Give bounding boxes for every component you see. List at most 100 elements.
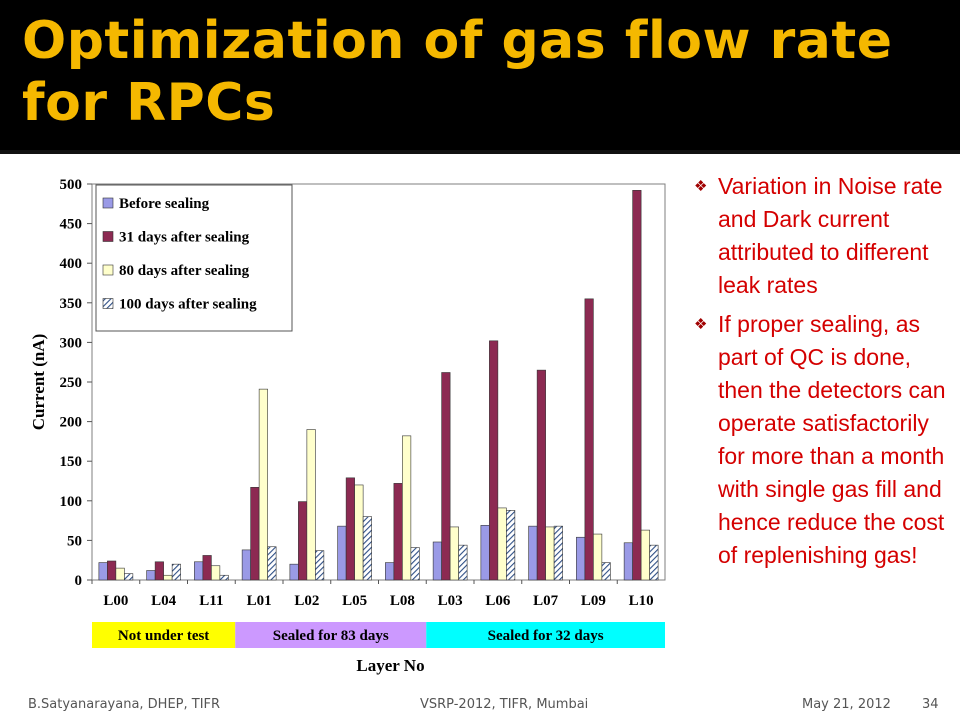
bar [267, 546, 277, 581]
bar [124, 573, 134, 581]
group-band-label: Not under test [118, 628, 209, 644]
slide-title: Optimization of gas flow rate for RPCs [22, 11, 893, 133]
bar [528, 525, 538, 581]
bullet-item: ❖ If proper sealing, as part of QC is don… [694, 308, 956, 572]
bar [107, 560, 117, 581]
legend-swatch [102, 231, 114, 242]
x-tick-label: L09 [581, 593, 606, 609]
x-tick-label: L00 [103, 593, 128, 609]
bar [211, 565, 221, 581]
bar [632, 190, 642, 581]
bar [649, 544, 659, 581]
bar [458, 544, 468, 581]
bar [306, 429, 316, 581]
bar [441, 372, 451, 581]
bar [385, 562, 395, 581]
bar [601, 562, 611, 581]
bullet-text: Variation in Noise rate and Dark current… [718, 173, 943, 298]
bar [402, 435, 412, 581]
x-tick-label: L03 [438, 593, 463, 609]
y-tick-label: 350 [60, 296, 83, 312]
current-bar-chart: 0 50 100 150 200 250 300 350 400 450 500 Current (n… [29, 177, 666, 675]
y-tick-label: 250 [60, 375, 83, 391]
legend-swatch [102, 197, 114, 209]
bar [194, 561, 204, 581]
footer-date: May 21, 2012 [802, 697, 891, 712]
x-axis-label: Layer No [356, 656, 424, 675]
bar [115, 567, 125, 581]
diamond-bullet-icon: ❖ [694, 316, 708, 333]
group-band-label: Sealed for 83 days [273, 628, 389, 644]
bullet-text: If proper sealing, as part of QC is done… [718, 311, 946, 568]
bar [640, 529, 650, 581]
bar [315, 550, 325, 581]
y-tick-label: 400 [60, 256, 83, 272]
legend-entry: 80 days after sealing [119, 263, 250, 279]
bar [98, 562, 108, 581]
bar [489, 340, 499, 581]
bar [345, 477, 355, 581]
y-tick-label: 200 [60, 415, 83, 431]
x-tick-label: L07 [533, 593, 559, 609]
legend-swatch [102, 298, 114, 309]
bar [480, 525, 490, 581]
y-tick-label: 0 [75, 573, 83, 589]
bar [171, 563, 181, 581]
legend-entry: Before sealing [119, 196, 210, 212]
footer-page-number: 34 [922, 697, 939, 712]
title-bar: Optimization of gas flow rate for RPCs [0, 0, 960, 150]
bar [337, 525, 347, 581]
y-axis-label: Current (nA) [29, 334, 48, 430]
bar [202, 555, 212, 581]
group-band-label: Sealed for 32 days [488, 628, 604, 644]
x-tick-label: L01 [247, 593, 272, 609]
bar [536, 369, 546, 581]
bar [250, 487, 260, 581]
x-tick-label: L06 [485, 593, 511, 609]
footer-author: B.Satyanarayana, DHEP, TIFR [28, 697, 221, 712]
y-tick-label: 500 [60, 177, 83, 193]
x-tick-label: L04 [151, 593, 177, 609]
group-band [426, 622, 665, 648]
bar [432, 541, 442, 581]
bullet-item: ❖ Variation in Noise rate and Dark curren… [694, 170, 956, 302]
bar [553, 525, 563, 581]
bar [289, 563, 299, 581]
legend-swatch [102, 264, 114, 276]
bar [506, 510, 516, 581]
bar [576, 536, 586, 581]
bar [163, 574, 173, 581]
bar [362, 516, 372, 581]
bar [449, 526, 459, 581]
legend-box [95, 184, 293, 332]
bar [593, 533, 603, 581]
title-divider [0, 150, 960, 154]
legend-entry: 100 days after sealing [119, 297, 257, 313]
x-tick-label: L10 [629, 593, 654, 609]
x-tick-label: L02 [294, 593, 319, 609]
x-tick-label: L05 [342, 593, 367, 609]
bar [410, 547, 420, 581]
x-tick-label: L08 [390, 593, 415, 609]
y-tick-label: 150 [60, 454, 83, 470]
bar [497, 507, 507, 581]
bar [154, 561, 164, 581]
bar [354, 484, 364, 581]
y-tick-label: 100 [60, 494, 83, 510]
group-band [92, 622, 236, 648]
bar [258, 388, 268, 581]
bullet-list: ❖ Variation in Noise rate and Dark curren… [694, 170, 956, 578]
legend-entry: 31 days after sealing [119, 230, 250, 246]
y-tick-label: 300 [60, 335, 83, 351]
bar [584, 298, 594, 581]
bar [298, 501, 308, 581]
diamond-bullet-icon: ❖ [694, 178, 708, 195]
bar [545, 526, 555, 581]
group-band [235, 622, 427, 648]
footer-event: VSRP-2012, TIFR, Mumbai [420, 697, 589, 712]
bar [219, 574, 229, 581]
bar [623, 542, 633, 581]
y-tick-label: 50 [67, 533, 82, 549]
x-tick-label: L11 [199, 593, 223, 609]
y-tick-label: 450 [60, 217, 83, 233]
